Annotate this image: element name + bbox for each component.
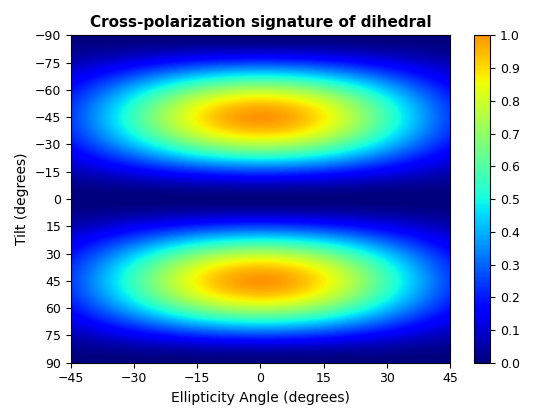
Title: Cross-polarization signature of dihedral: Cross-polarization signature of dihedral [90,15,431,30]
X-axis label: Ellipticity Angle (degrees): Ellipticity Angle (degrees) [171,391,350,405]
Y-axis label: Tilt (degrees): Tilt (degrees) [15,153,29,245]
